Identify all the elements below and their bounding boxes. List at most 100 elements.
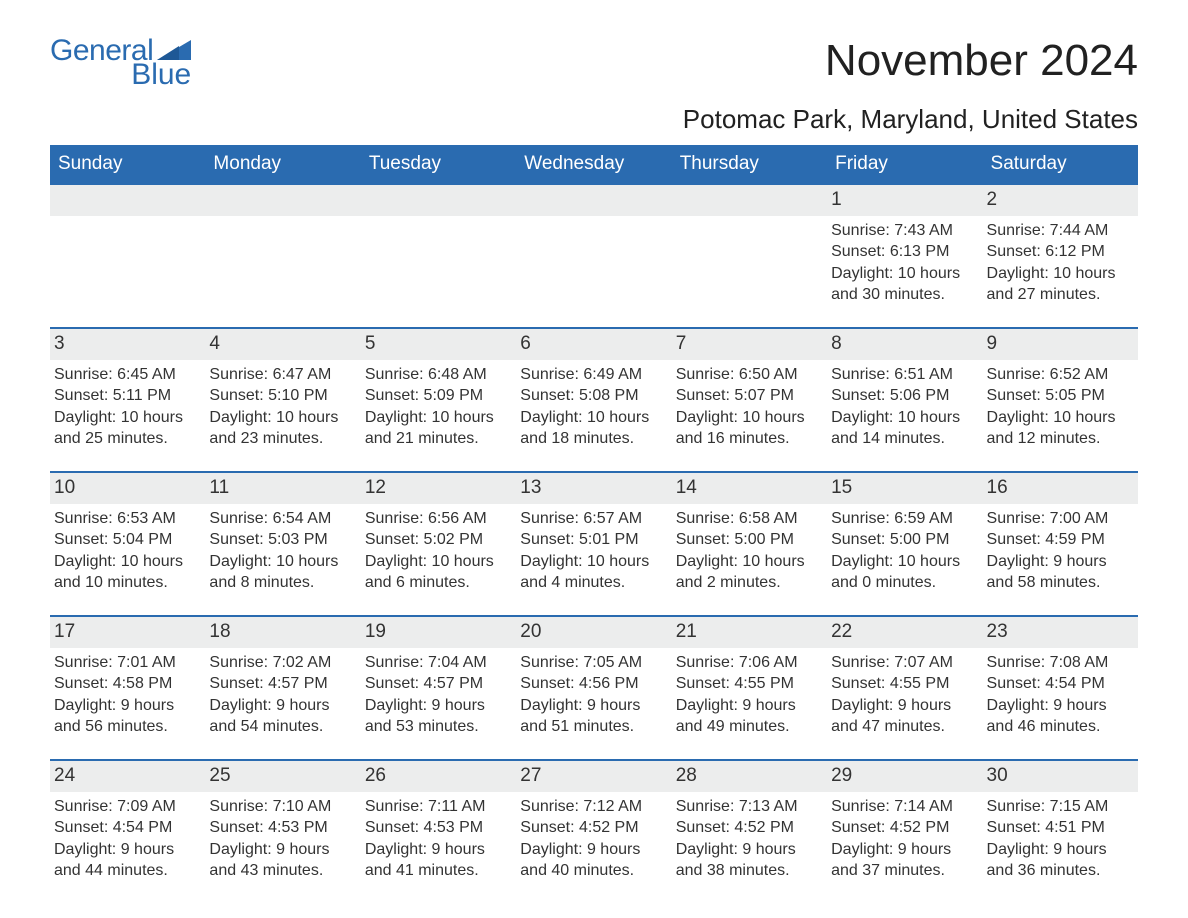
day-number: 12 — [361, 473, 516, 504]
day-cell: 10Sunrise: 6:53 AMSunset: 5:04 PMDayligh… — [50, 473, 205, 615]
day-number: 11 — [205, 473, 360, 504]
calendar-week: 3Sunrise: 6:45 AMSunset: 5:11 PMDaylight… — [50, 327, 1138, 471]
sunrise-value: Sunrise: 6:53 AM — [54, 508, 201, 530]
sunset-value: Sunset: 4:58 PM — [54, 673, 201, 695]
sunset-value: Sunset: 4:57 PM — [209, 673, 356, 695]
day-number: 30 — [983, 761, 1138, 792]
day-number: 24 — [50, 761, 205, 792]
day-cell: 5Sunrise: 6:48 AMSunset: 5:09 PMDaylight… — [361, 329, 516, 471]
day-number: 15 — [827, 473, 982, 504]
day-number — [516, 185, 671, 216]
daylight-value: Daylight: 9 hours and 56 minutes. — [54, 695, 201, 738]
logo-text-blue: Blue — [131, 60, 191, 90]
sunset-value: Sunset: 5:08 PM — [520, 385, 667, 407]
day-cell — [516, 185, 671, 327]
day-cell: 11Sunrise: 6:54 AMSunset: 5:03 PMDayligh… — [205, 473, 360, 615]
sunrise-value: Sunrise: 6:57 AM — [520, 508, 667, 530]
daylight-value: Daylight: 10 hours and 25 minutes. — [54, 407, 201, 450]
sunset-value: Sunset: 5:09 PM — [365, 385, 512, 407]
day-number: 23 — [983, 617, 1138, 648]
sunrise-value: Sunrise: 6:49 AM — [520, 364, 667, 386]
calendar-week: 1Sunrise: 7:43 AMSunset: 6:13 PMDaylight… — [50, 185, 1138, 327]
day-cell: 29Sunrise: 7:14 AMSunset: 4:52 PMDayligh… — [827, 761, 982, 903]
sunset-value: Sunset: 4:59 PM — [987, 529, 1134, 551]
daylight-value: Daylight: 10 hours and 10 minutes. — [54, 551, 201, 594]
day-cell: 12Sunrise: 6:56 AMSunset: 5:02 PMDayligh… — [361, 473, 516, 615]
day-cell: 16Sunrise: 7:00 AMSunset: 4:59 PMDayligh… — [983, 473, 1138, 615]
sunset-value: Sunset: 5:00 PM — [831, 529, 978, 551]
day-number: 14 — [672, 473, 827, 504]
sunrise-value: Sunrise: 6:45 AM — [54, 364, 201, 386]
daylight-value: Daylight: 10 hours and 12 minutes. — [987, 407, 1134, 450]
daylight-value: Daylight: 10 hours and 30 minutes. — [831, 263, 978, 306]
day-cell: 7Sunrise: 6:50 AMSunset: 5:07 PMDaylight… — [672, 329, 827, 471]
day-cell: 26Sunrise: 7:11 AMSunset: 4:53 PMDayligh… — [361, 761, 516, 903]
calendar-week: 10Sunrise: 6:53 AMSunset: 5:04 PMDayligh… — [50, 471, 1138, 615]
day-number: 17 — [50, 617, 205, 648]
daylight-value: Daylight: 9 hours and 36 minutes. — [987, 839, 1134, 882]
day-cell: 28Sunrise: 7:13 AMSunset: 4:52 PMDayligh… — [672, 761, 827, 903]
day-cell: 8Sunrise: 6:51 AMSunset: 5:06 PMDaylight… — [827, 329, 982, 471]
sunset-value: Sunset: 5:11 PM — [54, 385, 201, 407]
day-number: 1 — [827, 185, 982, 216]
day-number: 21 — [672, 617, 827, 648]
daylight-value: Daylight: 9 hours and 49 minutes. — [676, 695, 823, 738]
day-number: 28 — [672, 761, 827, 792]
sunset-value: Sunset: 4:53 PM — [209, 817, 356, 839]
day-cell: 25Sunrise: 7:10 AMSunset: 4:53 PMDayligh… — [205, 761, 360, 903]
sunset-value: Sunset: 4:55 PM — [831, 673, 978, 695]
sunset-value: Sunset: 4:53 PM — [365, 817, 512, 839]
sunset-value: Sunset: 5:02 PM — [365, 529, 512, 551]
day-number: 25 — [205, 761, 360, 792]
sunset-value: Sunset: 5:10 PM — [209, 385, 356, 407]
day-number: 18 — [205, 617, 360, 648]
logo: General Blue — [50, 36, 191, 90]
daylight-value: Daylight: 10 hours and 27 minutes. — [987, 263, 1134, 306]
daylight-value: Daylight: 9 hours and 46 minutes. — [987, 695, 1134, 738]
daylight-value: Daylight: 9 hours and 47 minutes. — [831, 695, 978, 738]
day-number — [205, 185, 360, 216]
sunset-value: Sunset: 4:52 PM — [676, 817, 823, 839]
sunset-value: Sunset: 4:51 PM — [987, 817, 1134, 839]
day-cell: 1Sunrise: 7:43 AMSunset: 6:13 PMDaylight… — [827, 185, 982, 327]
daylight-value: Daylight: 10 hours and 6 minutes. — [365, 551, 512, 594]
day-cell: 9Sunrise: 6:52 AMSunset: 5:05 PMDaylight… — [983, 329, 1138, 471]
sunset-value: Sunset: 5:05 PM — [987, 385, 1134, 407]
sunrise-value: Sunrise: 7:04 AM — [365, 652, 512, 674]
day-number: 10 — [50, 473, 205, 504]
calendar-week: 24Sunrise: 7:09 AMSunset: 4:54 PMDayligh… — [50, 759, 1138, 903]
day-header-saturday: Saturday — [983, 145, 1138, 185]
daylight-value: Daylight: 9 hours and 58 minutes. — [987, 551, 1134, 594]
daylight-value: Daylight: 9 hours and 53 minutes. — [365, 695, 512, 738]
day-cell: 14Sunrise: 6:58 AMSunset: 5:00 PMDayligh… — [672, 473, 827, 615]
day-cell: 21Sunrise: 7:06 AMSunset: 4:55 PMDayligh… — [672, 617, 827, 759]
sunrise-value: Sunrise: 6:54 AM — [209, 508, 356, 530]
sunrise-value: Sunrise: 6:58 AM — [676, 508, 823, 530]
daylight-value: Daylight: 9 hours and 38 minutes. — [676, 839, 823, 882]
day-number: 3 — [50, 329, 205, 360]
day-cell: 24Sunrise: 7:09 AMSunset: 4:54 PMDayligh… — [50, 761, 205, 903]
day-cell: 20Sunrise: 7:05 AMSunset: 4:56 PMDayligh… — [516, 617, 671, 759]
day-cell: 27Sunrise: 7:12 AMSunset: 4:52 PMDayligh… — [516, 761, 671, 903]
day-number: 8 — [827, 329, 982, 360]
day-cell: 18Sunrise: 7:02 AMSunset: 4:57 PMDayligh… — [205, 617, 360, 759]
sunrise-value: Sunrise: 6:52 AM — [987, 364, 1134, 386]
day-number: 6 — [516, 329, 671, 360]
daylight-value: Daylight: 10 hours and 16 minutes. — [676, 407, 823, 450]
daylight-value: Daylight: 10 hours and 14 minutes. — [831, 407, 978, 450]
sunset-value: Sunset: 4:54 PM — [54, 817, 201, 839]
sunrise-value: Sunrise: 6:59 AM — [831, 508, 978, 530]
sunrise-value: Sunrise: 7:07 AM — [831, 652, 978, 674]
sunrise-value: Sunrise: 6:48 AM — [365, 364, 512, 386]
month-title: November 2024 — [825, 36, 1138, 86]
day-number: 20 — [516, 617, 671, 648]
sunset-value: Sunset: 6:12 PM — [987, 241, 1134, 263]
day-cell: 13Sunrise: 6:57 AMSunset: 5:01 PMDayligh… — [516, 473, 671, 615]
day-number: 22 — [827, 617, 982, 648]
day-cell: 15Sunrise: 6:59 AMSunset: 5:00 PMDayligh… — [827, 473, 982, 615]
day-number: 29 — [827, 761, 982, 792]
sunrise-value: Sunrise: 7:44 AM — [987, 220, 1134, 242]
day-header-friday: Friday — [827, 145, 982, 185]
sunset-value: Sunset: 5:07 PM — [676, 385, 823, 407]
sunrise-value: Sunrise: 6:50 AM — [676, 364, 823, 386]
